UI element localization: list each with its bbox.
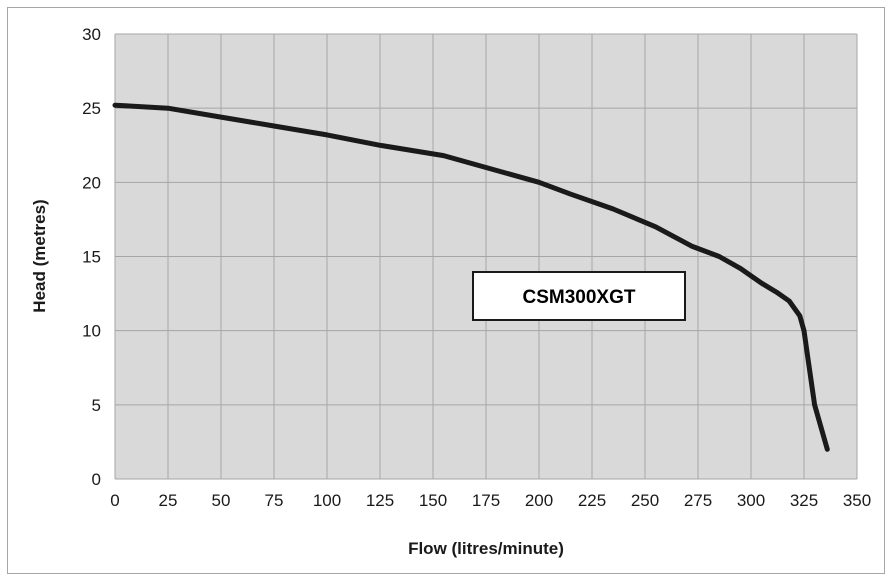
model-label-box: CSM300XGT bbox=[472, 271, 686, 321]
x-tick-label-3: 75 bbox=[265, 491, 284, 510]
y-axis-title: Head (metres) bbox=[30, 199, 49, 312]
y-tick-label-3: 15 bbox=[82, 248, 101, 267]
x-tick-label-11: 275 bbox=[684, 491, 712, 510]
y-tick-label-2: 10 bbox=[82, 322, 101, 341]
y-tick-label-6: 30 bbox=[82, 25, 101, 44]
x-tick-label-7: 175 bbox=[472, 491, 500, 510]
pump-curve-line bbox=[112, 102, 830, 452]
x-tick-label-6: 150 bbox=[419, 491, 447, 510]
y-tick-label-1: 5 bbox=[92, 396, 101, 415]
x-tick-label-8: 200 bbox=[525, 491, 553, 510]
x-tick-label-13: 325 bbox=[790, 491, 818, 510]
model-label-text: CSM300XGT bbox=[523, 287, 636, 308]
x-tick-label-0: 0 bbox=[110, 491, 119, 510]
x-axis-title: Flow (litres/minute) bbox=[408, 539, 564, 558]
x-tick-label-4: 100 bbox=[313, 491, 341, 510]
y-tick-labels: 0 5 10 15 20 25 30 bbox=[82, 25, 101, 489]
x-tick-label-12: 300 bbox=[737, 491, 765, 510]
y-tick-label-4: 20 bbox=[82, 173, 101, 192]
y-tick-label-5: 25 bbox=[82, 99, 101, 118]
x-tick-label-10: 250 bbox=[631, 491, 659, 510]
x-tick-label-2: 50 bbox=[212, 491, 231, 510]
x-tick-label-9: 225 bbox=[578, 491, 606, 510]
y-tick-label-0: 0 bbox=[92, 470, 101, 489]
x-tick-label-14: 350 bbox=[843, 491, 871, 510]
x-tick-labels: 0 25 50 75 100 125 150 175 200 225 250 275 300 325 350 bbox=[110, 491, 871, 510]
x-tick-label-5: 125 bbox=[366, 491, 394, 510]
horizontal-gridlines bbox=[115, 33, 857, 480]
x-tick-label-1: 25 bbox=[159, 491, 178, 510]
